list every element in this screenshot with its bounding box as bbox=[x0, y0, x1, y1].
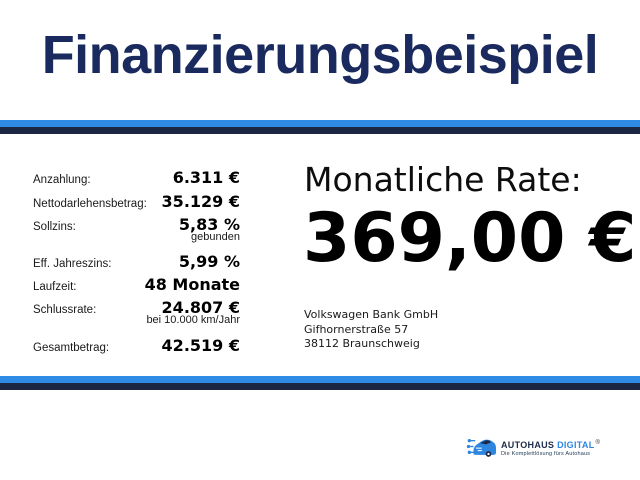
top-divider bbox=[0, 120, 640, 134]
finance-row: Gesamtbetrag: 42.519 € bbox=[33, 336, 240, 355]
finance-row-label: Nettodarlehensbetrag: bbox=[33, 198, 147, 210]
finance-row-note: gebunden bbox=[191, 231, 240, 243]
finance-row-label: Schlussrate: bbox=[33, 304, 97, 316]
logo-tagline: Die Komplettlösung fürs Autohaus bbox=[501, 451, 591, 458]
logo-text-block: AUTOHAUS DIGITAL® Die Komplettlösung für… bbox=[501, 439, 601, 458]
finance-row: Nettodarlehensbetrag: 35.129 € bbox=[33, 192, 240, 211]
monthly-rate-label: Monatliche Rate: bbox=[304, 160, 582, 199]
registered-trademark-icon: ® bbox=[595, 439, 601, 446]
finance-row-value: 35.129 € bbox=[161, 192, 240, 211]
finance-row-label: Gesamtbetrag: bbox=[33, 342, 110, 354]
finance-row-label: Laufzeit: bbox=[33, 281, 77, 293]
bank-name: Volkswagen Bank GmbH bbox=[304, 308, 439, 321]
logo-brand-secondary: DIGITAL bbox=[557, 439, 595, 450]
top-divider-navy-stripe bbox=[0, 127, 640, 134]
bank-address: Volkswagen Bank GmbH Gifhornerstraße 57 … bbox=[304, 308, 438, 352]
finance-row: Eff. Jahreszins: 5,99 % bbox=[33, 252, 240, 271]
finance-row-label: Sollzins: bbox=[33, 221, 76, 233]
finance-row-value: 42.519 € bbox=[161, 336, 240, 355]
bottom-divider bbox=[0, 376, 640, 390]
monthly-rate-amount: 369,00 € bbox=[303, 199, 637, 278]
autohaus-digital-car-icon bbox=[466, 434, 496, 464]
finance-row-value: 24.807 € bbox=[161, 298, 240, 317]
finance-row-label: Anzahlung: bbox=[33, 174, 91, 186]
logo-brand-primary: AUTOHAUS bbox=[501, 439, 555, 450]
autohaus-digital-logo: AUTOHAUS DIGITAL® Die Komplettlösung für… bbox=[466, 434, 601, 464]
bank-city: 38112 Braunschweig bbox=[304, 337, 420, 350]
logo-brand-name: AUTOHAUS DIGITAL® bbox=[501, 439, 601, 451]
finance-row-label: Eff. Jahreszins: bbox=[33, 258, 112, 270]
finance-row: Sollzins: 5,83 % gebunden bbox=[33, 215, 240, 243]
finance-row-value: 48 Monate bbox=[144, 275, 240, 294]
finance-row: Laufzeit: 48 Monate bbox=[33, 275, 240, 294]
finance-row-value: 5,99 % bbox=[178, 252, 240, 271]
bottom-divider-blue-stripe bbox=[0, 376, 640, 383]
bank-street: Gifhornerstraße 57 bbox=[304, 322, 409, 336]
bottom-divider-navy-stripe bbox=[0, 383, 640, 390]
page-title: Finanzierungsbeispiel bbox=[41, 25, 599, 85]
finance-row: Anzahlung: 6.311 € bbox=[33, 168, 240, 187]
finance-row-value: 5,83 % bbox=[178, 215, 240, 234]
finance-row-note: bei 10.000 km/Jahr bbox=[146, 314, 240, 326]
finance-row-value: 6.311 € bbox=[172, 168, 240, 187]
top-divider-blue-stripe bbox=[0, 120, 640, 127]
finance-row: Schlussrate: 24.807 € bei 10.000 km/Jahr bbox=[33, 298, 240, 326]
